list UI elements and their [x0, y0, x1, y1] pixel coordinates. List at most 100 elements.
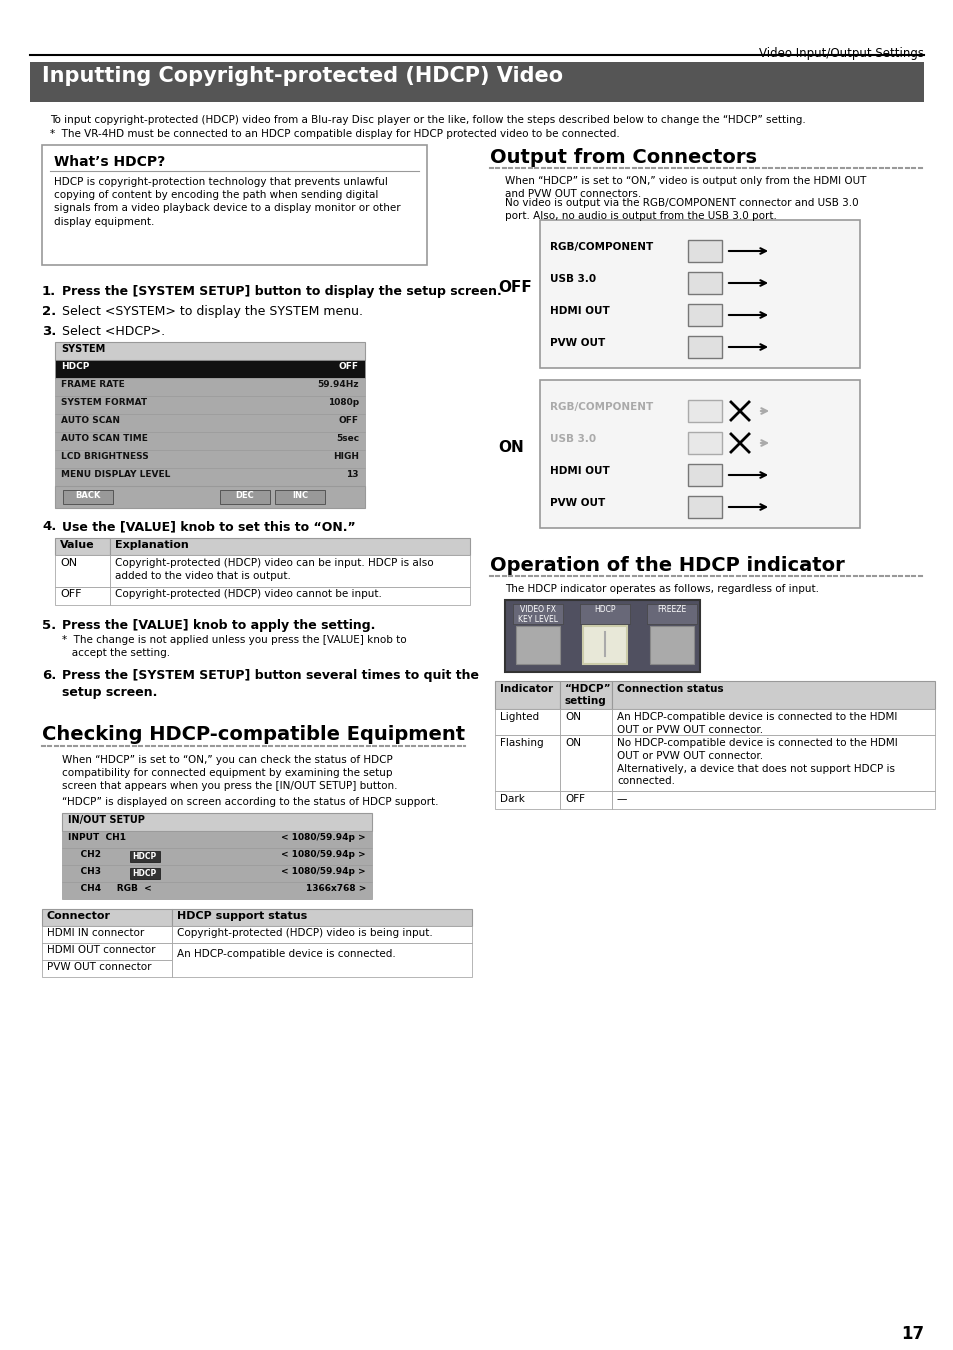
Text: 3.: 3.	[42, 325, 56, 338]
Text: 5sec: 5sec	[335, 433, 358, 443]
Bar	[172, 909, 472, 926]
Text: BACK: BACK	[75, 491, 101, 500]
Text: An HDCP-compatible device is connected to the HDMI
OUT or PVW OUT connector.: An HDCP-compatible device is connected t…	[617, 711, 897, 734]
Text: What’s HDCP?: What’s HDCP?	[54, 155, 165, 169]
Text: MENU DISPLAY LEVEL: MENU DISPLAY LEVEL	[61, 470, 171, 479]
Text: HDMI IN connector: HDMI IN connector	[47, 927, 144, 938]
Bar	[579, 603, 629, 624]
Bar	[495, 709, 559, 734]
Text: PVW OUT connector: PVW OUT connector	[47, 963, 152, 972]
Bar	[687, 495, 721, 518]
Text: Explanation: Explanation	[115, 540, 189, 549]
Bar	[42, 909, 172, 926]
Text: FRAME RATE: FRAME RATE	[61, 379, 125, 389]
Text: USB 3.0: USB 3.0	[550, 274, 596, 284]
Text: “HDCP” is displayed on screen according to the status of HDCP support.: “HDCP” is displayed on screen according …	[62, 796, 438, 807]
Bar	[495, 680, 559, 709]
Bar	[687, 432, 721, 454]
Bar	[30, 62, 923, 103]
Text: FREEZE: FREEZE	[657, 605, 686, 614]
Bar	[559, 680, 612, 709]
Bar	[539, 220, 859, 369]
Text: AUTO SCAN TIME: AUTO SCAN TIME	[61, 433, 148, 443]
Bar	[42, 960, 172, 977]
Text: IN/OUT SETUP: IN/OUT SETUP	[68, 815, 145, 825]
Text: 1366x768 >: 1366x768 >	[305, 884, 366, 892]
Text: HDCP is copyright-protection technology that prevents unlawful
copying of conten: HDCP is copyright-protection technology …	[54, 177, 400, 227]
Text: CH4     RGB  <: CH4 RGB <	[68, 884, 152, 892]
Bar	[110, 555, 470, 587]
Bar	[559, 791, 612, 809]
Bar	[687, 240, 721, 262]
Bar	[110, 587, 470, 605]
Text: HDCP: HDCP	[594, 605, 615, 614]
Text: RGB/COMPONENT: RGB/COMPONENT	[550, 242, 653, 252]
Text: *  The change is not applied unless you press the [VALUE] knob to
   accept the : * The change is not applied unless you p…	[62, 634, 406, 659]
Bar	[687, 336, 721, 358]
Bar	[62, 813, 372, 832]
Bar	[55, 342, 365, 360]
Bar	[274, 490, 325, 504]
Bar	[687, 400, 721, 423]
Text: 2.: 2.	[42, 305, 56, 319]
Text: PVW OUT: PVW OUT	[550, 498, 604, 508]
Text: AUTO SCAN: AUTO SCAN	[61, 416, 120, 425]
Text: To input copyright-protected (HDCP) video from a Blu-ray Disc player or the like: To input copyright-protected (HDCP) vide…	[50, 115, 805, 126]
Bar	[559, 734, 612, 791]
Bar	[539, 379, 859, 528]
Bar	[495, 734, 559, 791]
Text: 4.: 4.	[42, 520, 56, 533]
Text: “HDCP”
setting: “HDCP” setting	[564, 684, 611, 706]
Bar	[612, 791, 934, 809]
Text: No HDCP-compatible device is connected to the HDMI
OUT or PVW OUT connector.
Alt: No HDCP-compatible device is connected t…	[617, 738, 897, 787]
Text: OFF: OFF	[564, 794, 584, 805]
Text: 1.: 1.	[42, 285, 56, 298]
Text: Inputting Copyright-protected (HDCP) Video: Inputting Copyright-protected (HDCP) Vid…	[42, 66, 562, 86]
Text: Checking HDCP-compatible Equipment: Checking HDCP-compatible Equipment	[42, 725, 465, 744]
Text: OFF: OFF	[497, 281, 531, 296]
Bar	[55, 486, 365, 508]
Text: LCD BRIGHTNESS: LCD BRIGHTNESS	[61, 452, 149, 460]
Text: Select <HDCP>.: Select <HDCP>.	[62, 325, 165, 338]
Text: OFF: OFF	[338, 416, 358, 425]
Bar	[612, 734, 934, 791]
Text: 13: 13	[346, 470, 358, 479]
Text: Press the [SYSTEM SETUP] button several times to quit the
setup screen.: Press the [SYSTEM SETUP] button several …	[62, 670, 478, 699]
Text: Flashing: Flashing	[499, 738, 543, 748]
Bar	[55, 587, 110, 605]
Bar	[172, 926, 472, 944]
Text: Copyright-protected (HDCP) video cannot be input.: Copyright-protected (HDCP) video cannot …	[115, 589, 381, 599]
Text: Connection status: Connection status	[617, 684, 723, 694]
Text: 1080p: 1080p	[328, 398, 358, 406]
Text: No video is output via the RGB/COMPONENT connector and USB 3.0
port. Also, no au: No video is output via the RGB/COMPONENT…	[504, 198, 858, 221]
Text: HDMI OUT: HDMI OUT	[550, 306, 609, 316]
Text: The HDCP indicator operates as follows, regardless of input.: The HDCP indicator operates as follows, …	[504, 585, 818, 594]
Bar	[55, 539, 110, 555]
Bar	[55, 432, 365, 450]
Text: Press the [VALUE] knob to apply the setting.: Press the [VALUE] knob to apply the sett…	[62, 620, 375, 632]
Bar	[513, 603, 562, 624]
Text: INC: INC	[292, 491, 308, 500]
Bar	[55, 360, 365, 378]
Text: When “HDCP” is set to “ON,” you can check the status of HDCP
compatibility for c: When “HDCP” is set to “ON,” you can chec…	[62, 755, 397, 791]
Text: 5.: 5.	[42, 620, 56, 632]
Text: CH3: CH3	[68, 867, 101, 876]
Bar	[516, 626, 559, 664]
Text: ON: ON	[564, 711, 580, 722]
Text: Operation of the HDCP indicator: Operation of the HDCP indicator	[490, 556, 843, 575]
Text: 6.: 6.	[42, 670, 56, 682]
Bar	[582, 626, 626, 664]
Bar	[42, 944, 172, 960]
Bar	[55, 396, 365, 414]
Text: DEC: DEC	[235, 491, 254, 500]
Text: Indicator: Indicator	[499, 684, 553, 694]
Bar	[649, 626, 693, 664]
Text: Video Input/Output Settings: Video Input/Output Settings	[759, 47, 923, 59]
Bar	[42, 144, 427, 265]
Text: Output from Connectors: Output from Connectors	[490, 148, 757, 167]
Bar	[55, 450, 365, 468]
Text: HDCP: HDCP	[132, 852, 156, 861]
Bar	[130, 850, 160, 863]
Text: HDCP: HDCP	[132, 869, 156, 878]
Text: OFF: OFF	[338, 362, 358, 371]
